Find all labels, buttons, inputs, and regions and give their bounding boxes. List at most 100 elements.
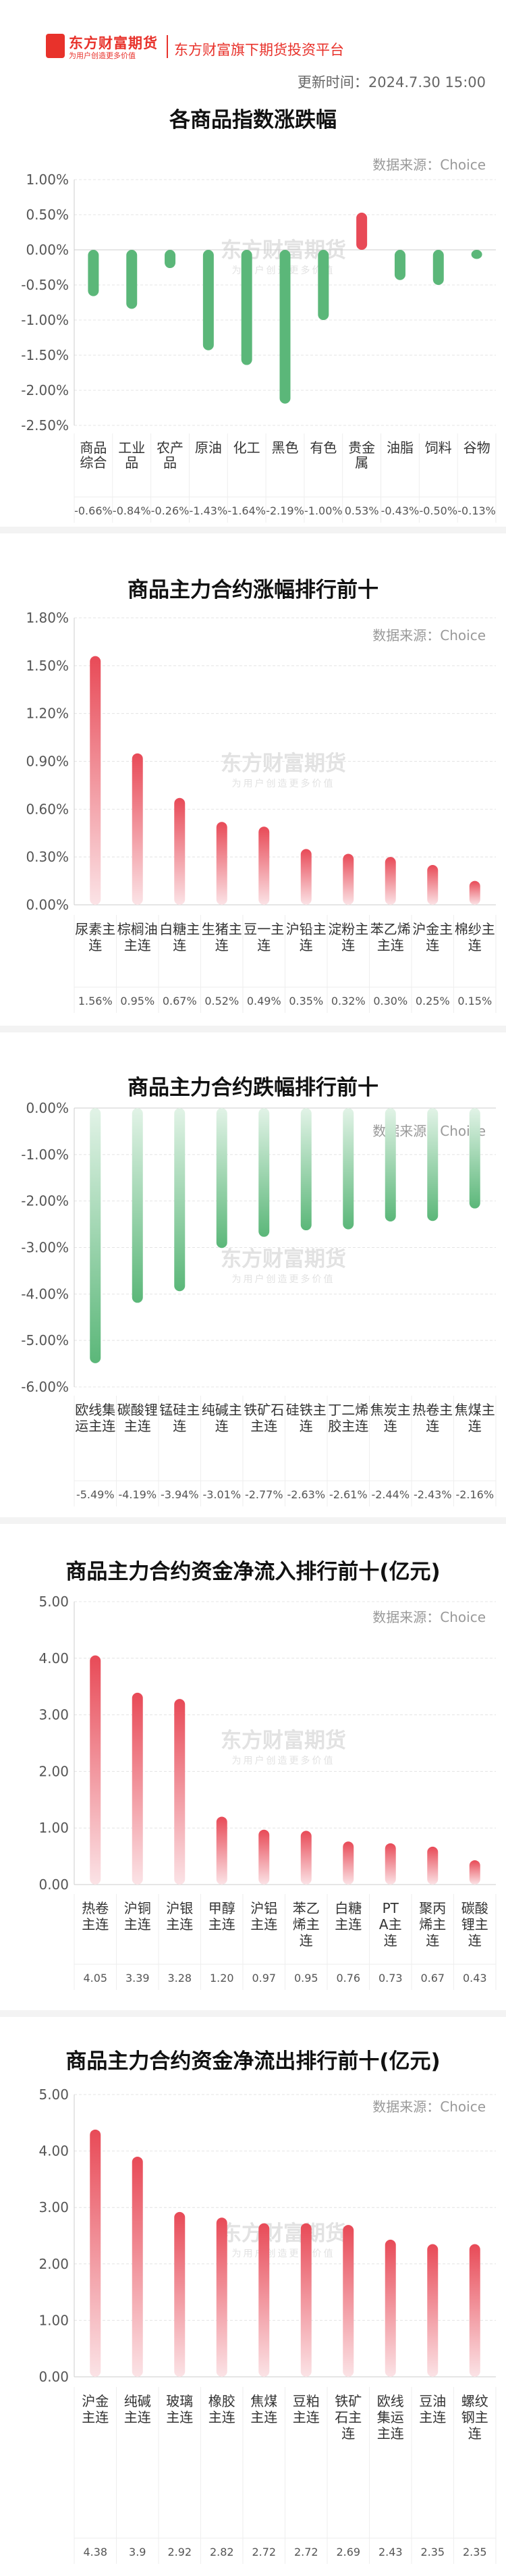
bar xyxy=(216,822,227,905)
value-label: 0.95 xyxy=(294,1972,318,1984)
category-label: 硅铁主连 xyxy=(286,1402,327,1434)
value-label: -3.01% xyxy=(202,1488,241,1501)
bar xyxy=(258,2223,270,2377)
value-label: 4.38 xyxy=(83,2546,107,2558)
category-label: 聚丙烯主连 xyxy=(419,1900,446,1949)
bar xyxy=(202,250,214,350)
bar xyxy=(471,250,482,259)
category-label: 热卷主连 xyxy=(82,1900,109,1933)
category-label: 热卷主连 xyxy=(412,1402,453,1434)
category-label: 棕榈油主连 xyxy=(117,921,158,953)
category-label: 苯乙烯主连 xyxy=(293,1900,320,1949)
bar xyxy=(356,212,368,250)
section-separator xyxy=(0,1026,506,1032)
category-label: 沪银主连 xyxy=(166,1900,193,1933)
bar xyxy=(427,864,439,905)
value-label: -2.44% xyxy=(371,1488,410,1501)
chart-title: 商品主力合约资金净流出排行前十(亿元) xyxy=(65,2049,441,2074)
category-label: 沪金主连 xyxy=(412,921,453,953)
value-label: 1.56% xyxy=(78,995,113,1007)
y-tick-label: 5.00 xyxy=(38,1594,69,1610)
value-label: -2.77% xyxy=(245,1488,283,1501)
category-label: 生猪主连 xyxy=(202,921,242,953)
bar xyxy=(300,1831,312,1885)
y-tick-label: -0.50% xyxy=(21,277,69,293)
value-label: -0.84% xyxy=(113,504,151,517)
category-label: 原油 xyxy=(195,440,222,456)
category-label: 饲料 xyxy=(425,440,452,456)
value-label: 2.35 xyxy=(420,2546,445,2558)
value-label: 2.43 xyxy=(378,2546,403,2558)
y-tick-label: 0.00% xyxy=(26,242,69,258)
bar xyxy=(343,1108,354,1230)
bar xyxy=(88,250,99,296)
bar xyxy=(216,1816,227,1885)
category-label: 焦煤主连 xyxy=(250,2393,277,2425)
value-label: 0.15% xyxy=(457,995,492,1007)
value-label: 2.92 xyxy=(167,2546,192,2558)
category-label: 苯乙烯主连 xyxy=(370,921,411,953)
y-tick-label: 0.00 xyxy=(38,1876,69,1893)
brand-logo-icon xyxy=(46,34,65,58)
value-label: 3.9 xyxy=(129,2546,146,2558)
bar xyxy=(132,1108,143,1303)
bar xyxy=(300,1108,312,1231)
value-label: -2.19% xyxy=(266,504,304,517)
category-label: 甲醇主连 xyxy=(208,1900,235,1933)
bar xyxy=(126,250,138,309)
category-label: 欧线集运主连 xyxy=(75,1402,115,1434)
bar xyxy=(216,2217,227,2377)
data-source-label: 数据来源：Choice xyxy=(372,627,486,643)
category-label: 橡胶主连 xyxy=(208,2393,235,2425)
chart-panel-top-gainers: 商品主力合约涨幅排行前十 数据来源：Choice 东方财富期货 为用户创造更多价值… xyxy=(0,533,506,1026)
category-label: 沪铅主连 xyxy=(286,921,327,953)
y-tick-label: -1.00% xyxy=(21,312,69,328)
value-label: 3.39 xyxy=(125,1972,150,1984)
bar xyxy=(174,1699,186,1885)
update-time: 更新时间：2024.7.30 15:00 xyxy=(297,74,486,90)
watermark: 东方财富期货为用户创造更多价值 xyxy=(221,1729,346,1766)
bar xyxy=(318,250,329,320)
data-source-label: 数据来源：Choice xyxy=(372,2099,486,2115)
y-tick-label: 3.00 xyxy=(38,1707,69,1723)
value-label: -2.43% xyxy=(414,1488,452,1501)
header-divider xyxy=(167,35,168,58)
data-source-label: 数据来源：Choice xyxy=(372,1609,486,1625)
value-label: -2.61% xyxy=(329,1488,368,1501)
category-label: 淀粉主连 xyxy=(328,921,368,953)
page-header: 东方财富期货 为用户创造更多价值 东方财富旗下期货投资平台 更新时间：2024.… xyxy=(0,0,506,90)
value-label: -0.66% xyxy=(74,504,113,517)
chart-title: 商品主力合约跌幅排行前十 xyxy=(128,1076,378,1100)
value-label: 0.52% xyxy=(204,995,239,1007)
category-label: 豆一主连 xyxy=(244,921,284,953)
y-tick-label: 0.00 xyxy=(38,2369,69,2385)
y-tick-label: 1.80% xyxy=(26,610,69,626)
bar xyxy=(174,2211,186,2377)
y-tick-label: 0.00% xyxy=(26,1100,69,1116)
bar xyxy=(132,2156,143,2377)
bar xyxy=(279,250,291,404)
value-label: -0.26% xyxy=(151,504,190,517)
category-label: 锰硅主连 xyxy=(159,1402,200,1434)
value-label: 0.73 xyxy=(378,1972,403,1984)
category-label: 铁矿石主连 xyxy=(244,1402,284,1434)
bar xyxy=(165,250,176,269)
category-label: 白糖主连 xyxy=(159,921,200,953)
y-tick-label: 1.20% xyxy=(26,706,69,722)
category-label: 黑色 xyxy=(272,440,299,456)
category-label: 焦煤主连 xyxy=(455,1402,495,1434)
category-label: 沪铜主连 xyxy=(124,1900,151,1933)
category-label: 沪铝主连 xyxy=(250,1900,277,1933)
y-tick-label: 0.00% xyxy=(26,897,69,913)
bar xyxy=(300,849,312,905)
bar xyxy=(216,1108,227,1248)
y-tick-label: -1.00% xyxy=(21,1147,69,1163)
y-tick-label: 0.50% xyxy=(26,207,69,223)
value-label: -1.43% xyxy=(190,504,228,517)
category-label: 尿素主连 xyxy=(75,921,115,953)
category-label: 碳酸锂主连 xyxy=(461,1900,488,1949)
watermark: 东方财富期货为用户创造更多价值 xyxy=(221,752,346,789)
bar xyxy=(132,1692,143,1885)
watermark: 东方财富期货为用户创造更多价值 xyxy=(221,1247,346,1285)
value-label: 0.97 xyxy=(252,1972,276,1984)
